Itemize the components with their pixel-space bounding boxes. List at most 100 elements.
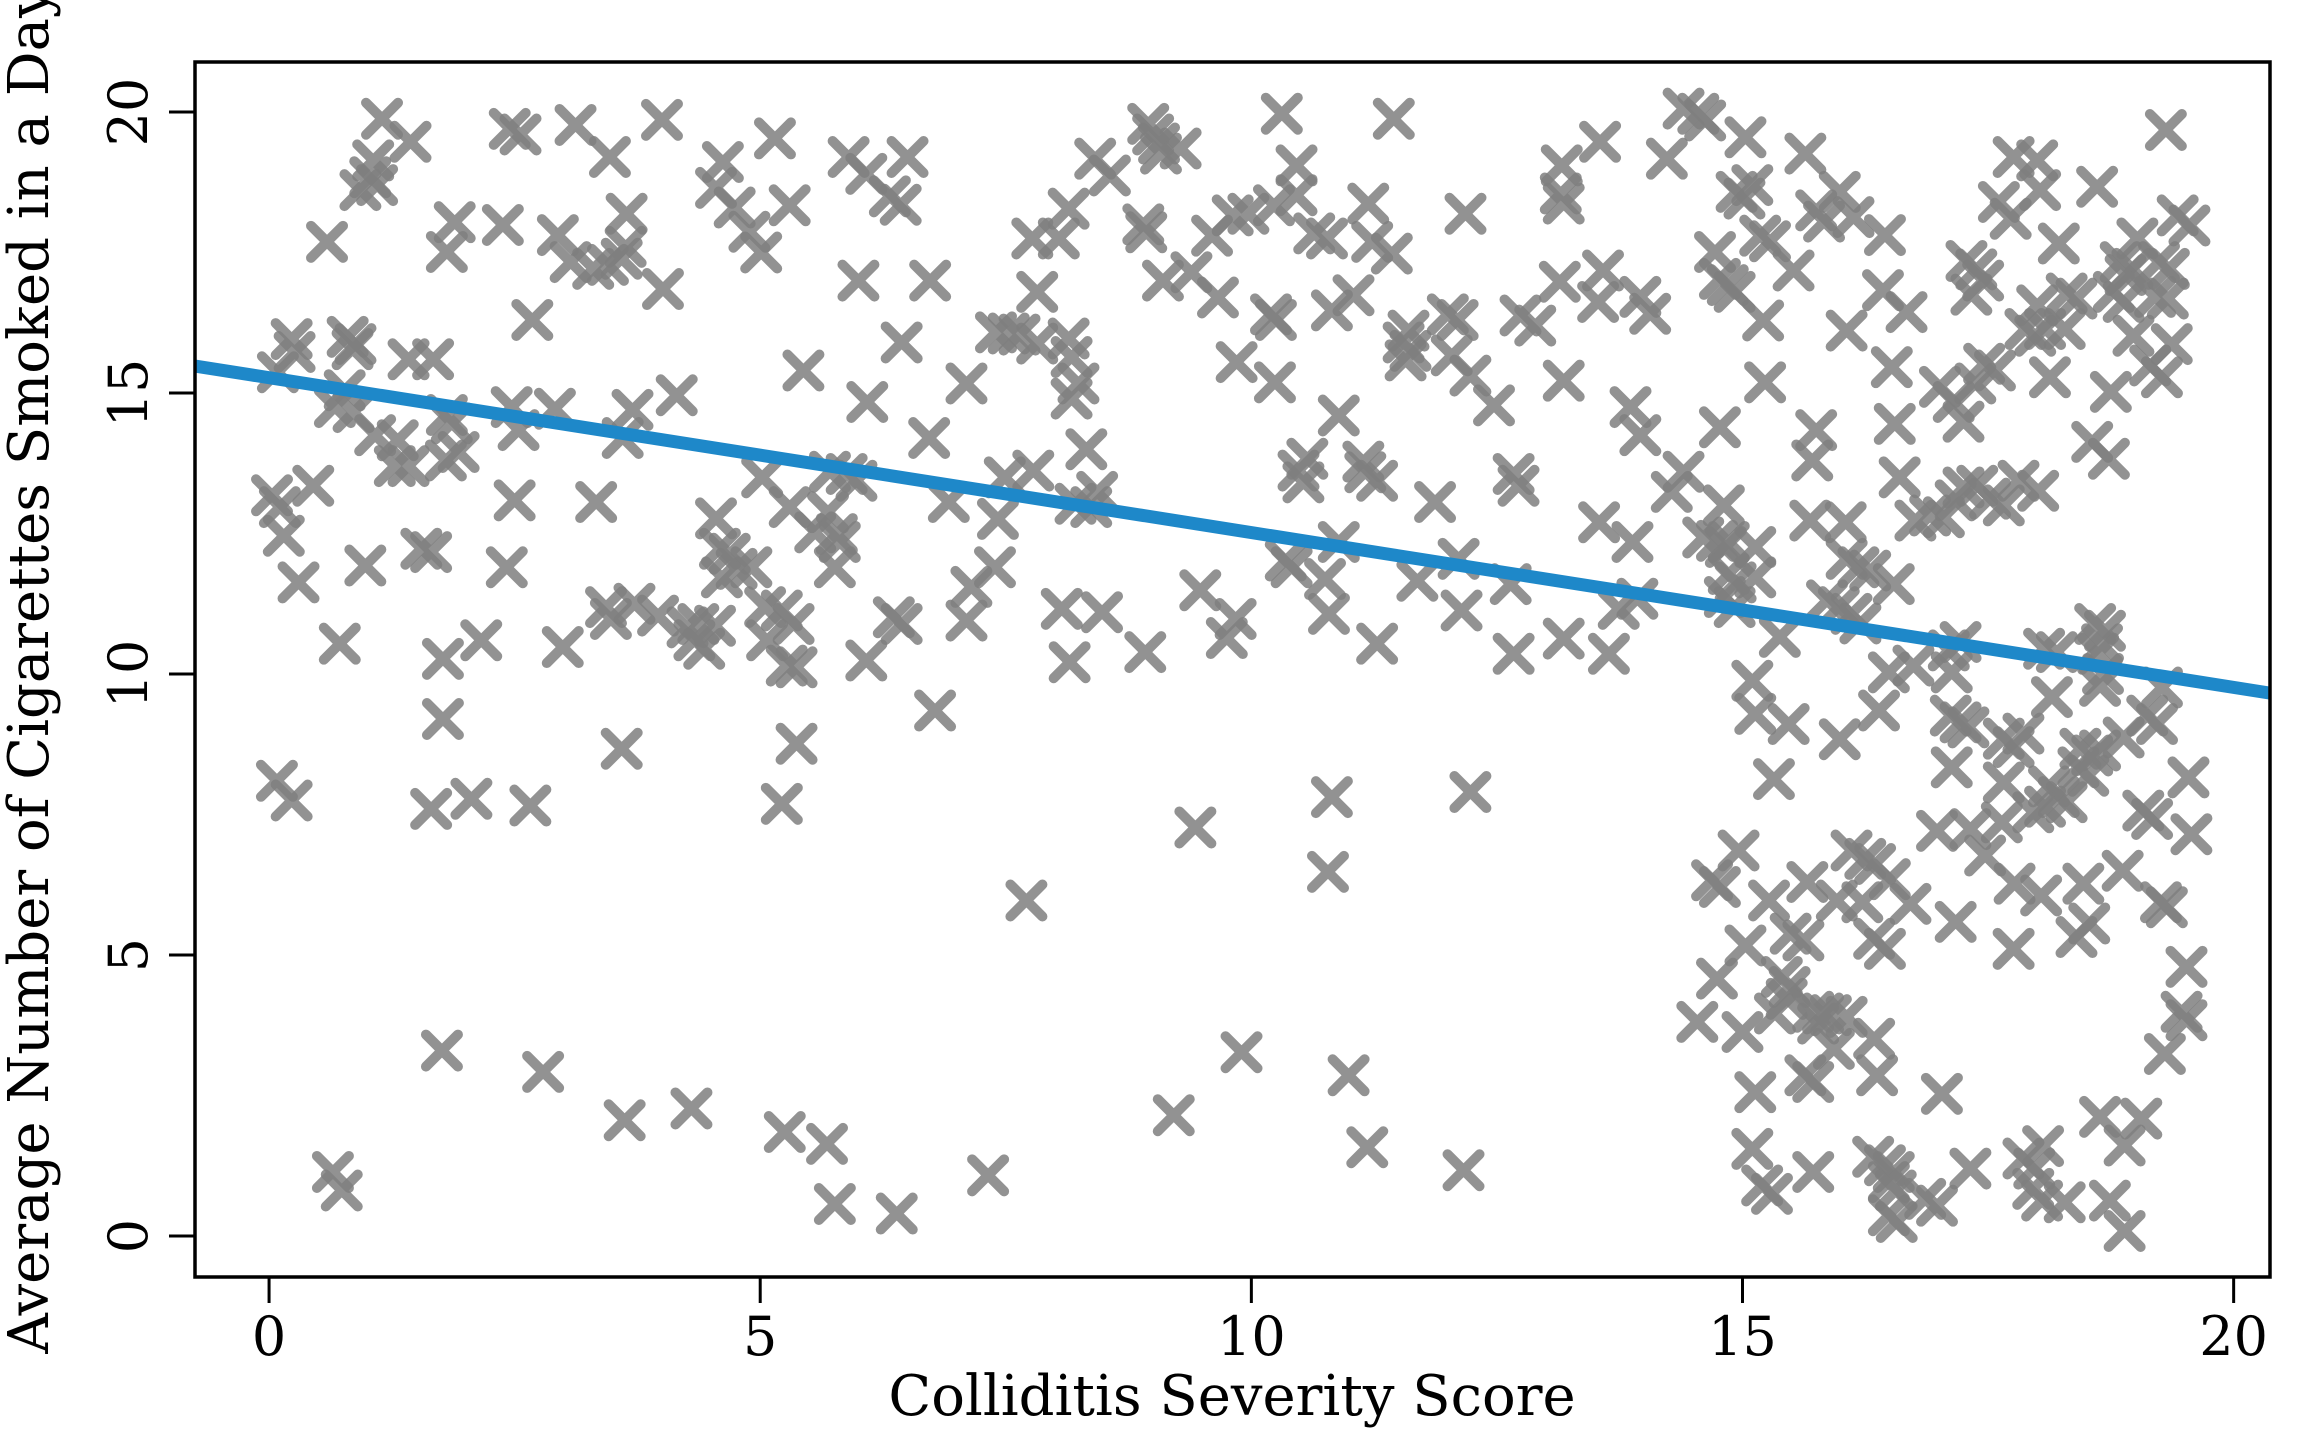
- scatter-point: [600, 727, 643, 770]
- scatter-point: [806, 491, 849, 534]
- scatter-point: [356, 164, 399, 207]
- scatter-point: [2030, 676, 2073, 719]
- scatter-point: [1577, 280, 1620, 323]
- scatter-point: [2043, 307, 2086, 350]
- scatter-point: [813, 546, 856, 589]
- scatter-point: [2055, 277, 2098, 320]
- scatter-point: [1645, 137, 1688, 180]
- scatter-point: [2103, 1124, 2146, 1167]
- scatter-point: [670, 1087, 713, 1130]
- scatter-point: [2067, 754, 2110, 797]
- scatter-point: [1791, 439, 1834, 482]
- x-tick-label: 15: [1708, 1305, 1777, 1368]
- scatter-point: [813, 1183, 856, 1225]
- scatter-point: [1695, 957, 1738, 1000]
- x-tick-label: 5: [743, 1305, 777, 1368]
- scatter-point: [740, 231, 783, 274]
- scatter-point: [1872, 563, 1915, 606]
- scatter-point: [1889, 882, 1932, 925]
- x-tick-label: 0: [252, 1305, 286, 1368]
- scatter-point: [1792, 1150, 1835, 1193]
- scatter-point: [1873, 402, 1916, 445]
- scatter-point: [1856, 1054, 1899, 1097]
- scatter-point: [1215, 341, 1258, 384]
- scatter-point: [1920, 1072, 1963, 1115]
- scatter-point: [1436, 298, 1479, 341]
- scatter-point: [1619, 414, 1662, 457]
- scatter-point: [522, 1050, 565, 1093]
- scatter-point: [1124, 631, 1167, 674]
- scatter-point: [1786, 860, 1829, 903]
- scatter-point: [2068, 902, 2111, 945]
- scatter-point: [421, 697, 464, 740]
- scatter-point: [1824, 501, 1867, 544]
- scatter-point: [1016, 270, 1059, 313]
- scatter-point: [1609, 386, 1652, 429]
- scatter-point: [1492, 632, 1535, 675]
- scatter-point: [1947, 706, 1990, 749]
- scatter-point: [1950, 273, 1993, 316]
- scatter-point: [1863, 927, 1906, 970]
- scatter-point: [1307, 592, 1350, 635]
- scatter-point: [1088, 154, 1131, 197]
- scatter-point: [437, 431, 480, 474]
- scatter-point: [1748, 879, 1791, 922]
- scatter-point: [1253, 361, 1296, 404]
- scatter-point: [1731, 1127, 1774, 1170]
- scatter-point: [1542, 359, 1585, 402]
- scatter-point: [886, 135, 929, 178]
- scatter-point: [1878, 456, 1921, 499]
- scatter-point: [2020, 874, 2063, 917]
- scatter-point: [945, 599, 988, 642]
- scatter-point: [575, 481, 618, 524]
- scatter-point: [1916, 1184, 1958, 1227]
- scatter-point: [1724, 924, 1767, 967]
- scatter-point: [318, 622, 361, 665]
- scatter-point: [1542, 182, 1585, 225]
- scatter-point: [1414, 481, 1457, 524]
- scatter-point: [1650, 470, 1693, 513]
- scatter-point: [1765, 977, 1808, 1020]
- y-axis-title: Average Number of Cigarettes Smoked in a…: [0, 0, 62, 1355]
- scatter-point: [1942, 400, 1985, 443]
- scatter-point: [2120, 1097, 2163, 1140]
- scatter-point: [1870, 346, 1913, 389]
- scatter-point: [541, 626, 584, 669]
- scatter-point: [2146, 277, 2189, 320]
- scatter-point: [1372, 97, 1415, 140]
- scatter-point: [879, 183, 922, 226]
- scatter-point: [768, 184, 811, 227]
- scatter-point: [1356, 622, 1399, 665]
- scatter-point: [1370, 232, 1413, 275]
- scatter-point: [1444, 192, 1487, 235]
- scatter-point: [2002, 712, 2045, 755]
- scatter-point: [1611, 520, 1654, 563]
- scatter-point: [1892, 644, 1935, 687]
- scatter-point: [945, 362, 988, 405]
- scatter-point: [1254, 298, 1297, 341]
- scatter-point: [603, 1099, 646, 1142]
- scatter-point: [845, 639, 888, 682]
- scatter-point: [775, 646, 818, 689]
- scatter-point: [1196, 276, 1239, 319]
- scatter-point: [2088, 1179, 2131, 1222]
- y-tick-label: 10: [97, 640, 160, 709]
- scatter-point: [1012, 449, 1055, 492]
- scatter-point: [2089, 370, 2132, 413]
- scatter-point: [1514, 304, 1557, 347]
- scatter-point: [1542, 617, 1585, 660]
- scatter-point: [2019, 169, 2062, 212]
- scatter-point: [1698, 866, 1741, 909]
- scatter-point: [775, 722, 818, 765]
- scatter-point: [2017, 469, 2060, 512]
- scatter-point: [1047, 187, 1090, 230]
- scatter-point: [1396, 559, 1439, 602]
- scatter-point: [1037, 217, 1080, 260]
- scatter-point: [1734, 692, 1777, 735]
- scatter-point: [2087, 437, 2130, 480]
- y-tick-label: 15: [97, 359, 160, 428]
- scatter-point: [713, 186, 756, 229]
- scatter-point: [493, 479, 536, 522]
